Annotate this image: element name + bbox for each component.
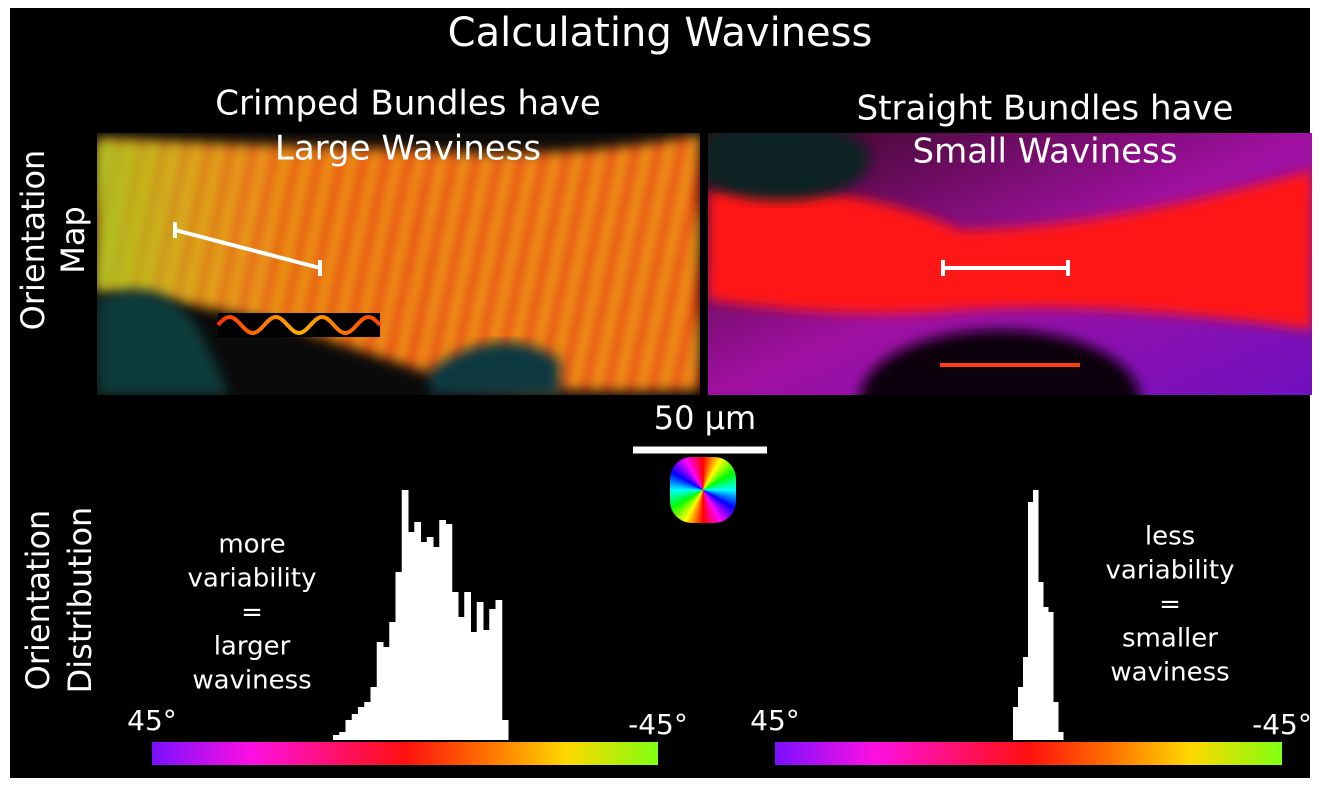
histogram-bar [383, 647, 390, 740]
histogram-bar [352, 714, 359, 740]
row-label: Map [54, 206, 92, 274]
histogram-bar [333, 735, 340, 740]
histogram-bar [346, 720, 353, 740]
histogram-bar [1013, 707, 1019, 740]
histogram-bar [471, 632, 478, 740]
histogram-bar [1053, 702, 1059, 740]
panel-note: = [241, 598, 263, 628]
panel-note: waviness [1110, 658, 1229, 688]
panel-note: more [218, 530, 285, 560]
colorbar [775, 742, 1282, 765]
histogram-bar [496, 600, 503, 740]
histogram-bar [1033, 490, 1039, 740]
colorbar-label: -45° [628, 708, 688, 741]
histogram-bar [389, 622, 396, 740]
colorbar-label: 45° [127, 704, 177, 737]
histogram-bar [1018, 687, 1024, 740]
histogram-bar [458, 617, 465, 740]
histogram-bar [489, 609, 496, 740]
panel-heading: Crimped Bundles have [215, 84, 601, 124]
histogram-bar [1038, 582, 1044, 740]
panel-note: larger [214, 632, 291, 662]
orientation-map-crimped [97, 133, 700, 395]
histogram-bar [483, 630, 490, 740]
scale-label: 50 μm [654, 399, 756, 437]
panel-note: variability [188, 564, 317, 594]
histogram-bar [402, 490, 409, 740]
histogram-bar [358, 707, 365, 740]
panel-note: variability [1106, 556, 1235, 586]
histogram-bar [427, 537, 434, 740]
title: Calculating Waviness [448, 10, 873, 56]
histogram-bar [1048, 612, 1054, 740]
histogram-bar [421, 542, 428, 740]
panel-note: smaller [1122, 624, 1218, 654]
histogram-bar [464, 592, 471, 740]
histogram-bar [477, 602, 484, 740]
histogram-bar [408, 532, 415, 740]
panel-note: = [1159, 590, 1181, 620]
colorbar-label: 45° [750, 704, 800, 737]
row-label: Orientation [14, 150, 52, 331]
histogram-bar [339, 732, 346, 740]
panel-heading: Large Waviness [275, 129, 541, 169]
histogram-bar [396, 572, 403, 740]
panel-note: less [1145, 522, 1195, 552]
histogram-bar [452, 592, 459, 740]
page: 50 μm Calculating Waviness OrientationMa… [0, 0, 1320, 785]
colorbar-label: -45° [1252, 708, 1312, 741]
color-wheel [670, 457, 736, 523]
histogram-bar [1043, 607, 1049, 740]
histogram-bar [377, 642, 384, 740]
histogram-bar [364, 702, 371, 740]
histogram-bar [502, 720, 509, 740]
histogram-bar [371, 687, 378, 740]
figure: 50 μm Calculating Waviness OrientationMa… [0, 0, 1320, 785]
histogram-bar [414, 522, 421, 740]
histogram-bar [439, 520, 446, 740]
panel-heading: Straight Bundles have [857, 89, 1234, 129]
histogram-bar [1058, 732, 1064, 740]
colorbar [152, 742, 658, 765]
row-label: Distribution [61, 507, 99, 694]
histogram-bar [1023, 657, 1029, 740]
histogram-bar [446, 524, 453, 740]
panel-heading: Small Waviness [913, 132, 1178, 172]
histogram-bar [433, 547, 440, 740]
row-label: Orientation [19, 510, 57, 691]
histogram-bar [1028, 502, 1034, 740]
panel-note: waviness [192, 666, 311, 696]
